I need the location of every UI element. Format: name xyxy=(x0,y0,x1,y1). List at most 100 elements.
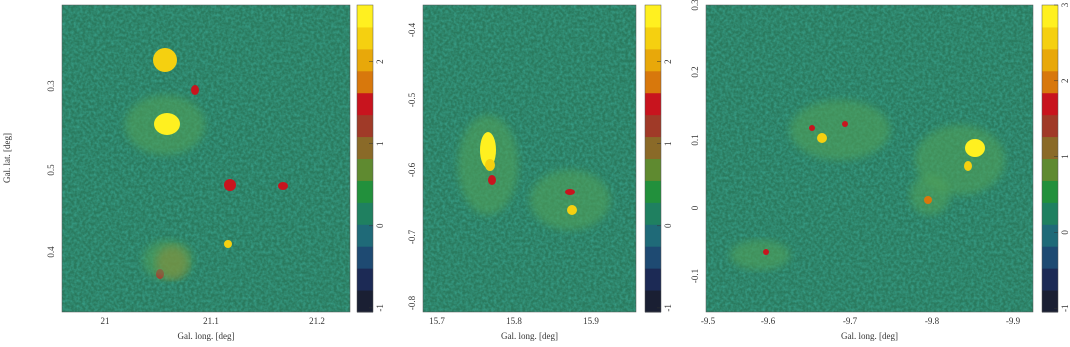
x-tick-label: 21.1 xyxy=(203,316,219,326)
colorbar-band xyxy=(645,26,661,50)
y-axis-label: Gal. lat. [deg] xyxy=(2,133,12,183)
colorbar-tick-label: -1 xyxy=(663,304,673,312)
emission-blob xyxy=(480,132,496,168)
emission-blob xyxy=(965,139,985,157)
colorbar-band xyxy=(1042,136,1058,159)
colorbar-band xyxy=(1042,114,1058,138)
x-axis-label: Gal. long. [deg] xyxy=(178,331,235,341)
colorbar-band xyxy=(357,92,373,116)
map-frame xyxy=(705,4,1034,313)
colorbar-tick-label: 0 xyxy=(375,223,385,228)
colorbar-band xyxy=(645,136,661,159)
colorbar-band xyxy=(1042,180,1058,203)
x-tick-label: -9.6 xyxy=(761,316,776,326)
colorbar-band xyxy=(1042,268,1058,291)
x-tick-label: -9.8 xyxy=(925,316,940,326)
x-tick-label: 15.9 xyxy=(583,316,599,326)
colorbar-frame xyxy=(1041,4,1059,313)
x-tick-label: -9.9 xyxy=(1006,316,1021,326)
x-tick-label: 15.8 xyxy=(506,316,522,326)
colorbar-band xyxy=(1042,48,1058,72)
colorbar-band xyxy=(1042,246,1058,269)
map-frame xyxy=(422,4,637,313)
x-tick-label: -9.5 xyxy=(701,316,716,326)
y-tick-label: 0.5 xyxy=(46,164,56,176)
x-axis-label: Gal. long. [deg] xyxy=(841,331,898,341)
colorbar-band xyxy=(357,70,373,94)
colorbar-band xyxy=(357,224,373,247)
y-tick-label: 0.4 xyxy=(46,246,56,258)
emission-blob xyxy=(488,175,496,185)
colorbar-band xyxy=(1042,158,1058,181)
emission-blob xyxy=(143,240,193,280)
colorbar-band xyxy=(357,114,373,138)
colorbar-band xyxy=(1042,70,1058,94)
colorbar-band xyxy=(645,5,661,28)
y-tick-label: -0.1 xyxy=(690,269,700,283)
y-tick-label: 0.2 xyxy=(690,66,700,77)
emission-blob xyxy=(567,205,577,215)
emission-blob xyxy=(224,179,236,191)
colorbar-band xyxy=(645,246,661,269)
colorbar-band xyxy=(357,26,373,50)
y-tick-label: -0.6 xyxy=(407,162,417,177)
emission-blob xyxy=(485,159,495,171)
colorbar-band xyxy=(357,290,373,313)
y-tick-label: -0.7 xyxy=(407,229,417,244)
colorbar-band xyxy=(645,268,661,291)
colorbar-band xyxy=(357,5,373,28)
colorbar-frame xyxy=(644,4,662,313)
emission-blob xyxy=(809,125,815,131)
x-tick-label: 15.7 xyxy=(429,316,445,326)
colorbar-band xyxy=(645,92,661,116)
colorbar-band xyxy=(645,70,661,94)
colorbar-band xyxy=(645,48,661,72)
y-tick-label: 0 xyxy=(690,205,700,210)
emission-blob xyxy=(154,113,180,135)
y-tick-label: -0.4 xyxy=(407,22,417,37)
colorbar-band xyxy=(357,202,373,225)
emission-blob xyxy=(565,189,575,195)
colorbar-tick-label: -1 xyxy=(1060,304,1070,312)
x-tick-label: 21.2 xyxy=(309,316,325,326)
colorbar-tick-label: 3 xyxy=(1060,2,1070,7)
x-tick-label: 21 xyxy=(101,316,110,326)
map-frame xyxy=(61,4,351,313)
colorbar-band xyxy=(645,202,661,225)
emission-blob xyxy=(842,121,848,127)
emission-blob xyxy=(817,133,827,143)
emission-blob xyxy=(153,48,177,72)
emission-blob xyxy=(191,85,199,95)
colorbar-band xyxy=(645,290,661,313)
colorbar-band xyxy=(357,48,373,72)
colorbar-band xyxy=(1042,92,1058,116)
colorbar-tick-label: -1 xyxy=(375,304,385,312)
y-tick-label: 0.3 xyxy=(46,80,56,92)
emission-blob xyxy=(964,161,972,171)
emission-blob xyxy=(224,240,232,248)
colorbar-band xyxy=(645,224,661,247)
colorbar-tick-label: 2 xyxy=(375,59,385,64)
colorbar-band xyxy=(1042,26,1058,50)
colorbar-tick-label: 2 xyxy=(1060,79,1070,84)
emission-blob xyxy=(924,196,932,204)
y-tick-label: -0.5 xyxy=(407,92,417,107)
colorbar-band xyxy=(1042,290,1058,313)
emission-blob xyxy=(910,175,950,215)
emission-blob xyxy=(790,100,890,160)
colorbar-tick-label: 0 xyxy=(663,223,673,228)
colorbar-tick-label: 1 xyxy=(663,141,673,146)
x-tick-label: -9.7 xyxy=(843,316,858,326)
colorbar-band xyxy=(645,158,661,181)
y-tick-label: 0.1 xyxy=(690,134,700,145)
x-axis-label: Gal. long. [deg] xyxy=(501,331,558,341)
y-tick-label: 0.3 xyxy=(690,0,700,11)
colorbar-tick-label: 1 xyxy=(1060,154,1070,159)
emission-blob xyxy=(763,249,769,255)
colorbar-tick-label: 0 xyxy=(1060,230,1070,235)
y-tick-label: -0.8 xyxy=(407,295,417,310)
colorbar-band xyxy=(357,180,373,203)
colorbar-band xyxy=(1042,202,1058,225)
colorbar-band xyxy=(357,268,373,291)
